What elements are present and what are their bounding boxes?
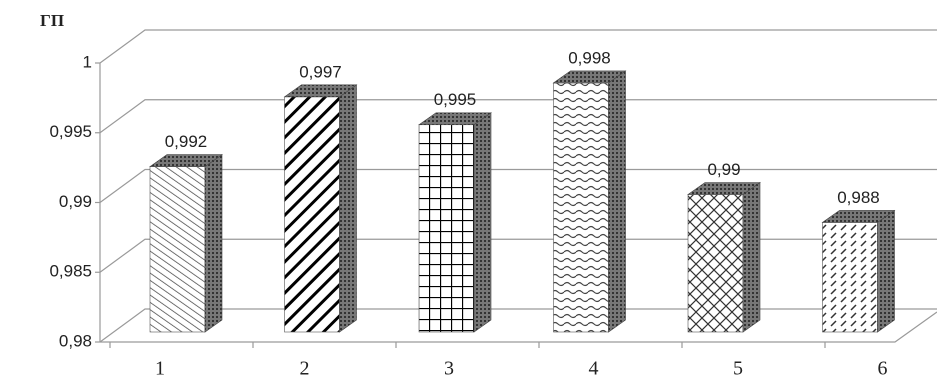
y-tick-label: 0,995	[49, 122, 92, 141]
grid-line	[99, 29, 937, 64]
bar	[553, 82, 609, 333]
grid-line	[99, 168, 937, 203]
floor-edge	[100, 311, 937, 343]
value-label: 0,998	[568, 48, 611, 67]
x-tick-label: 5	[733, 358, 743, 380]
bar-top	[821, 210, 896, 223]
bar-side	[742, 181, 761, 333]
x-tick-label: 3	[444, 358, 454, 380]
bar-side	[339, 84, 357, 333]
y-tick-label: 0,98	[59, 331, 92, 350]
bar	[822, 222, 878, 333]
bar-side	[473, 112, 492, 333]
x-tick-label: 2	[300, 358, 310, 380]
y-tick-label: 0,99	[59, 192, 92, 211]
bar-top	[418, 112, 492, 126]
bar	[418, 124, 475, 333]
grid-line	[99, 308, 937, 343]
bar-top	[687, 182, 761, 195]
x-tick-label: 6	[878, 358, 888, 380]
y-axis-label: ГП	[40, 11, 64, 30]
value-label: 0,992	[165, 132, 208, 151]
value-label: 0,988	[837, 188, 880, 207]
value-label: 0,997	[299, 62, 342, 81]
bar	[687, 194, 744, 333]
bar-top	[552, 70, 627, 84]
y-tick-label: 1	[83, 52, 92, 71]
bar-side	[608, 70, 626, 333]
bar-side	[204, 154, 223, 333]
grid-line	[99, 238, 937, 273]
grid-line	[99, 99, 937, 134]
x-tick-label: 1	[155, 358, 165, 380]
bar-side	[877, 209, 895, 333]
bar-top	[149, 154, 223, 167]
bar	[149, 166, 206, 333]
x-tick-label: 4	[589, 358, 599, 380]
bar	[284, 96, 340, 333]
bar-top	[283, 84, 358, 98]
value-label: 0,995	[434, 90, 477, 109]
value-label: 0,99	[707, 160, 740, 179]
y-tick-label: 0,985	[49, 262, 92, 281]
